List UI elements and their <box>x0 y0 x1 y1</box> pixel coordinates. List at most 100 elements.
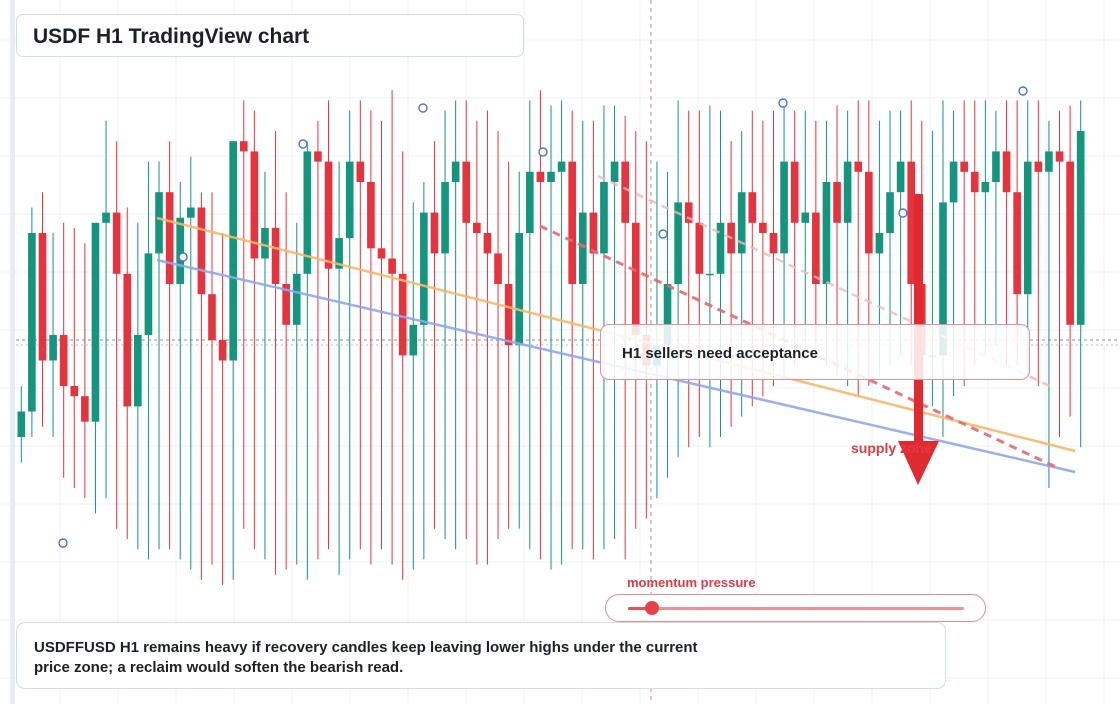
candle-body <box>134 335 142 407</box>
candle <box>49 233 57 437</box>
candle-body <box>144 253 153 335</box>
candle-body <box>684 202 693 223</box>
candle-body <box>695 222 704 274</box>
candle <box>430 141 439 529</box>
candle-body <box>515 233 524 346</box>
candle <box>525 100 534 550</box>
candle-body <box>1076 131 1085 325</box>
candle-body <box>706 273 714 276</box>
candle <box>261 171 269 560</box>
candle-body <box>896 161 905 193</box>
candle-body <box>578 212 587 284</box>
candle-body <box>494 253 502 284</box>
candle-body <box>1023 161 1032 295</box>
candle <box>695 110 704 437</box>
candle-body <box>970 171 979 193</box>
momentum-slider[interactable] <box>605 594 986 622</box>
candle <box>123 207 132 539</box>
candle-body <box>462 161 471 223</box>
callout-box: H1 sellers need acceptance <box>600 324 1030 380</box>
candle-body <box>833 182 841 223</box>
momentum-label: momentum pressure <box>627 575 756 590</box>
candle-body <box>420 212 428 325</box>
candle <box>473 120 481 565</box>
candle <box>1034 100 1043 386</box>
candle-body <box>123 273 132 407</box>
point-marker <box>178 252 188 262</box>
candle-body <box>525 171 534 233</box>
candle-body <box>621 161 629 223</box>
point-marker <box>898 208 908 218</box>
candle-body <box>822 182 831 284</box>
candle <box>218 233 227 585</box>
candle-body <box>282 284 290 325</box>
candle-body <box>589 212 598 254</box>
candle <box>70 227 79 488</box>
candle-body <box>441 182 449 254</box>
chart-title: USDF H1 TradingView chart <box>33 25 310 48</box>
candle <box>706 105 714 448</box>
candle-body <box>218 340 227 361</box>
candle <box>229 141 237 580</box>
candle-body <box>960 161 968 172</box>
candle-body <box>663 284 672 346</box>
candle <box>515 171 524 529</box>
candle-body <box>197 207 206 295</box>
candle <box>462 100 471 539</box>
candle <box>197 192 206 580</box>
candle-body <box>335 238 343 269</box>
candle <box>568 110 577 550</box>
candle-body <box>239 141 248 152</box>
candle-body <box>737 192 746 254</box>
candle-body <box>759 222 767 233</box>
candle-body <box>38 233 47 361</box>
candle-body <box>186 207 195 218</box>
candle <box>144 161 153 560</box>
slider-thumb[interactable] <box>644 601 659 615</box>
candle-body <box>536 171 545 182</box>
candle <box>208 192 216 565</box>
candle-body <box>780 161 788 254</box>
slider-track[interactable] <box>628 607 964 610</box>
caption-text: USDFFUSD H1 remains heavy if recovery ca… <box>34 639 698 676</box>
candle-body <box>674 202 682 284</box>
candle <box>1055 110 1064 437</box>
candle <box>388 90 396 565</box>
candle <box>398 151 407 580</box>
candle-body <box>557 161 566 172</box>
candle <box>494 131 502 539</box>
candle-body <box>49 335 57 361</box>
point-marker <box>298 139 308 149</box>
candle <box>610 105 619 539</box>
candle-body <box>981 182 990 193</box>
candle-body <box>812 212 820 284</box>
candle-body <box>314 151 322 162</box>
candle-body <box>600 182 608 254</box>
candle <box>674 100 682 458</box>
candle-body <box>303 151 312 274</box>
candle <box>992 110 1000 346</box>
candle-body <box>790 161 799 223</box>
candle <box>91 222 100 514</box>
candle-body <box>17 411 26 437</box>
candle-body <box>70 386 79 397</box>
candle <box>377 120 386 550</box>
candle <box>81 243 89 499</box>
candle-body <box>409 324 418 356</box>
candle-body <box>631 222 640 335</box>
candle <box>801 110 810 356</box>
candle <box>345 110 354 560</box>
left-edge-bar <box>10 0 15 704</box>
candle-body <box>716 222 725 274</box>
candle-body <box>992 151 1000 182</box>
candle-body <box>208 294 216 341</box>
candle-body <box>229 141 237 361</box>
candle-body <box>91 222 100 422</box>
candle-body <box>356 161 365 182</box>
candle <box>335 161 343 575</box>
candle <box>314 120 322 560</box>
candle-body <box>250 151 259 259</box>
candle-body <box>398 273 407 356</box>
candle <box>134 222 142 550</box>
candle <box>186 156 195 570</box>
